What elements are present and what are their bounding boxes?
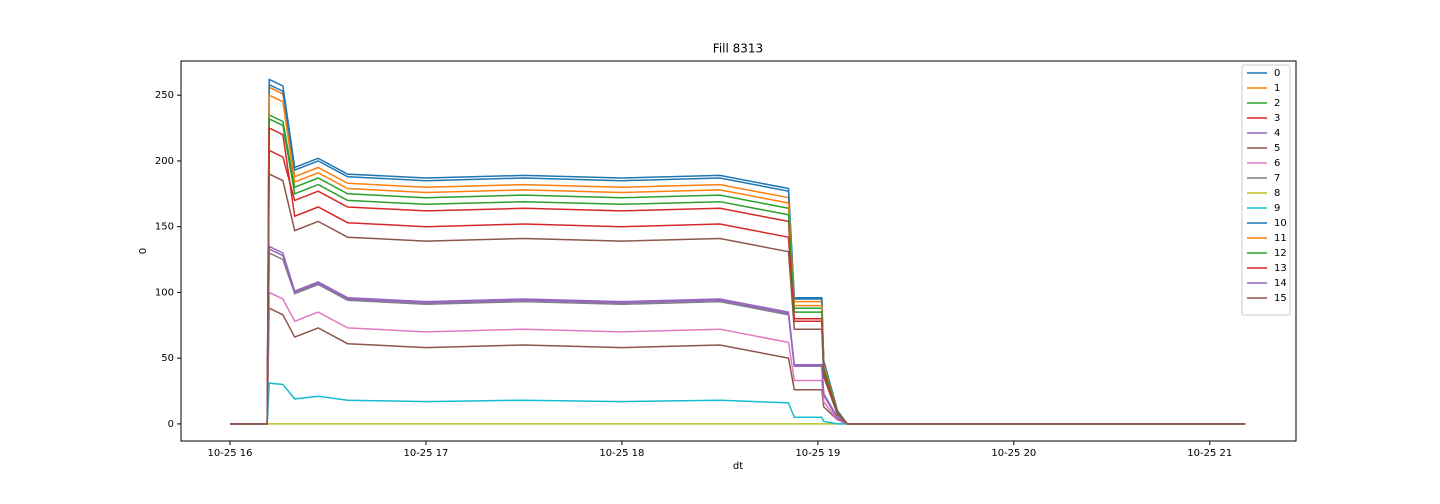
- y-tick-label: 100: [155, 287, 174, 298]
- legend-label: 13: [1274, 263, 1287, 274]
- y-tick-label: 50: [161, 353, 174, 364]
- y-tick-label: 200: [155, 156, 174, 167]
- series-line: [230, 94, 1246, 425]
- series-line: [230, 149, 1246, 425]
- x-tick-label: 10-25 20: [991, 448, 1036, 459]
- series-line: [230, 307, 1246, 425]
- y-tick-label: 150: [155, 222, 174, 233]
- legend-label: 9: [1274, 203, 1280, 214]
- legend-label: 5: [1274, 143, 1280, 154]
- legend-label: 10: [1274, 218, 1287, 229]
- legend-label: 2: [1274, 98, 1280, 109]
- legend-label: 1: [1274, 83, 1280, 94]
- x-tick-label: 10-25 17: [403, 448, 448, 459]
- y-tick-label: 250: [155, 90, 174, 101]
- x-tick-label: 10-25 18: [599, 448, 644, 459]
- y-axis-label: 0: [138, 248, 149, 254]
- series-line: [230, 83, 1246, 425]
- series-line: [230, 86, 1246, 425]
- legend-label: 7: [1274, 173, 1280, 184]
- legend-label: 6: [1274, 158, 1280, 169]
- legend-label: 8: [1274, 188, 1280, 199]
- legend-label: 15: [1274, 293, 1287, 304]
- legend-label: 4: [1274, 128, 1280, 139]
- series-line: [230, 172, 1246, 425]
- legend-label: 14: [1274, 278, 1287, 289]
- x-tick-label: 10-25 19: [795, 448, 840, 459]
- legend-label: 11: [1274, 233, 1287, 244]
- series-line: [230, 247, 1246, 425]
- x-tick-label: 10-25 21: [1187, 448, 1232, 459]
- series-line: [230, 251, 1246, 425]
- x-axis-label: dt: [733, 461, 743, 472]
- chart-title: Fill 8313: [713, 42, 763, 56]
- legend-label: 3: [1274, 113, 1280, 124]
- plot-frame: [180, 60, 1297, 442]
- series-line: [230, 117, 1246, 425]
- x-tick-label: 10-25 16: [208, 448, 253, 459]
- series-line: [230, 126, 1246, 425]
- y-tick-label: 0: [168, 419, 174, 430]
- series-line: [230, 382, 1246, 425]
- legend-label: 12: [1274, 248, 1287, 259]
- series-line: [230, 245, 1246, 425]
- series-line: [230, 78, 1246, 425]
- series-line: [230, 291, 1246, 425]
- series-line: [230, 113, 1246, 425]
- legend-label: 0: [1274, 68, 1280, 79]
